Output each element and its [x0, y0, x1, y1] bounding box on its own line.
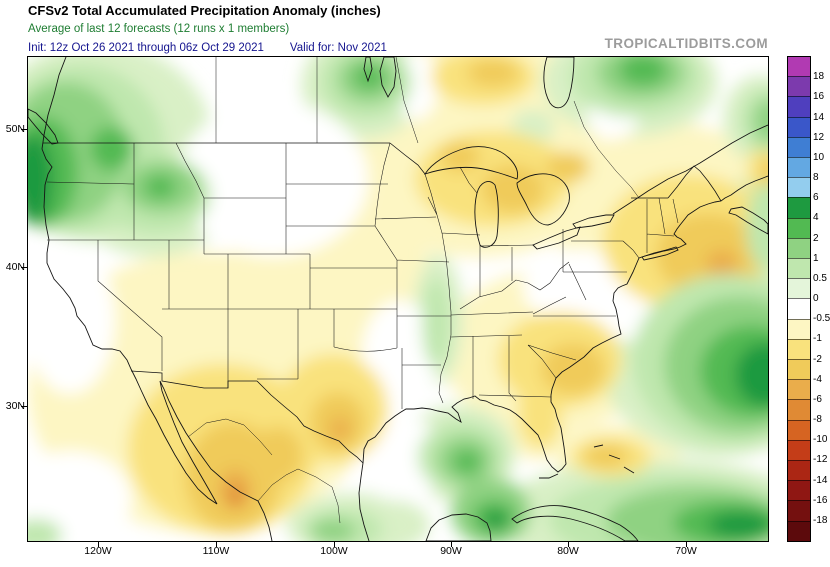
colorbar-segment — [788, 278, 810, 299]
colorbar — [787, 56, 811, 542]
colorbar-tick-label: 14 — [813, 111, 825, 123]
colorbar-segment — [788, 116, 810, 137]
lat-label: 50N — [5, 123, 25, 135]
chart-title: CFSv2 Total Accumulated Precipitation An… — [28, 3, 381, 18]
colorbar-tick-label: 16 — [813, 91, 825, 103]
colorbar-segment — [788, 57, 810, 77]
colorbar-tick-label: 18 — [813, 71, 825, 83]
lon-label: 80W — [557, 545, 579, 557]
colorbar-segment — [788, 258, 810, 279]
valid-label: Valid for: Nov 2021 — [289, 42, 387, 54]
colorbar-tick-label: -18 — [813, 514, 828, 526]
lon-tick — [98, 542, 99, 547]
lon-tick — [216, 542, 217, 547]
colorbar-segment — [788, 480, 810, 501]
colorbar-tick-label: 0.5 — [813, 272, 827, 284]
colorbar-segment — [788, 359, 810, 380]
lon-tick — [568, 542, 569, 547]
lon-tick — [686, 542, 687, 547]
colorbar-segment — [788, 500, 810, 521]
colorbar-tick-label: 2 — [813, 232, 819, 244]
init-valid-row: Init: 12z Oct 26 2021 through 06z Oct 29… — [28, 42, 387, 54]
lat-tick — [21, 129, 27, 130]
colorbar-tick-label: -4 — [813, 373, 822, 385]
colorbar-segment — [788, 136, 810, 158]
state-borders — [46, 142, 679, 409]
colorbar-tick-label: -0.5 — [813, 313, 830, 325]
colorbar-tick-label: 4 — [813, 212, 819, 224]
colorbar-segment — [788, 338, 810, 360]
colorbar-tick-label: 6 — [813, 192, 819, 204]
lon-label: 100W — [320, 545, 348, 557]
colorbar-tick-label: -6 — [813, 393, 822, 405]
colorbar-segment — [788, 76, 810, 97]
lon-tick — [451, 542, 452, 547]
lon-label: 110W — [202, 545, 230, 557]
watermark: TROPICALTIDBITS.COM — [604, 36, 768, 51]
colorbar-tick-label: -12 — [813, 454, 828, 466]
province-borders — [215, 57, 640, 199]
coastline — [28, 57, 768, 541]
lat-label: 30N — [5, 400, 25, 412]
colorbar-segment — [788, 237, 810, 259]
great-lakes — [423, 146, 615, 250]
colorbar-segment — [788, 399, 810, 420]
lon-label: 90W — [440, 545, 462, 557]
map-outlines — [28, 57, 768, 541]
lat-tick — [21, 267, 27, 268]
colorbar-segment — [788, 197, 810, 218]
colorbar-segment — [788, 460, 810, 481]
colorbar-segment — [788, 157, 810, 178]
colorbar-segment — [788, 439, 810, 461]
lat-tick — [21, 406, 27, 407]
colorbar-tick-label: -14 — [813, 474, 828, 486]
lon-label: 70W — [675, 545, 697, 557]
colorbar-tick-label: 8 — [813, 172, 819, 183]
colorbar-segment — [788, 298, 810, 319]
lat-label: 40N — [5, 261, 25, 273]
lon-label: 120W — [84, 545, 112, 557]
colorbar-segment — [788, 520, 810, 541]
colorbar-tick-label: -1 — [813, 333, 822, 345]
colorbar-tick-label: -2 — [813, 353, 822, 365]
colorbar-tick-label: -10 — [813, 434, 828, 446]
colorbar-segment — [788, 318, 810, 339]
colorbar-tick-label: 10 — [813, 151, 825, 163]
colorbar-tick-label: -16 — [813, 494, 828, 506]
colorbar-tick-label: 12 — [813, 131, 825, 143]
chart-subtitle: Average of last 12 forecasts (12 runs x … — [28, 23, 290, 35]
colorbar-tick-label: 1 — [813, 252, 819, 264]
precipitation-anomaly-map — [28, 57, 768, 541]
lon-tick — [334, 542, 335, 547]
colorbar-tick-label: -8 — [813, 414, 822, 425]
colorbar-segment — [788, 379, 810, 400]
colorbar-segment — [788, 217, 810, 238]
mexico-internal-borders — [187, 418, 341, 524]
init-label: Init: 12z Oct 26 2021 through 06z Oct 29… — [28, 42, 264, 54]
map-area — [27, 56, 769, 542]
anomaly-shading — [28, 57, 768, 541]
colorbar-segment — [788, 96, 810, 117]
colorbar-segment — [788, 177, 810, 198]
colorbar-tick-label: 0 — [813, 293, 819, 304]
colorbar-segment — [788, 419, 810, 440]
